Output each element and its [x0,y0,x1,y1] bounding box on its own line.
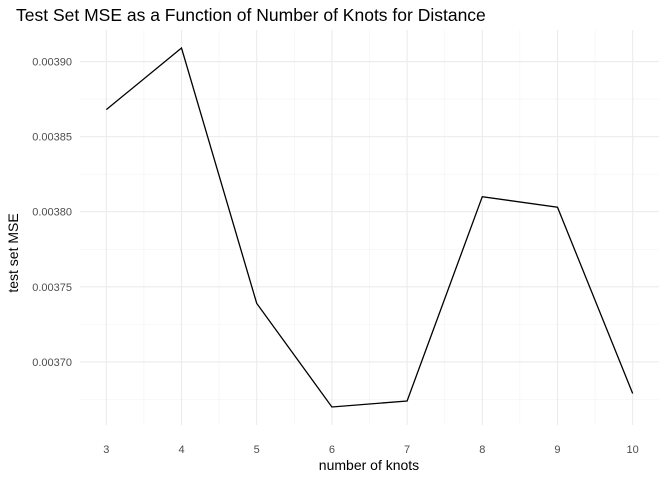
chart-title: Test Set MSE as a Function of Number of … [16,5,486,25]
x-tick-label: 7 [404,444,410,456]
x-tick-label: 4 [178,444,184,456]
x-tick-label: 9 [554,444,560,456]
y-tick-label: 0.00380 [32,207,72,219]
x-tick-label: 6 [329,444,335,456]
x-axis-tick-labels: 3 4 5 6 7 8 9 10 [103,444,639,456]
y-tick-label: 0.00370 [32,357,72,369]
y-tick-label: 0.00385 [32,132,72,144]
y-tick-label: 0.00375 [32,282,72,294]
x-tick-label: 10 [627,444,639,456]
grid [80,30,659,425]
x-tick-label: 8 [479,444,485,456]
x-tick-label: 3 [103,444,109,456]
y-axis-title: test set MSE [5,213,21,292]
series-line [105,46,634,408]
x-axis-title: number of knots [319,457,419,473]
data-points [106,48,633,407]
y-axis-tick-labels: 0.00370 0.00375 0.00380 0.00385 0.00390 [32,57,72,369]
y-tick-label: 0.00390 [32,57,72,69]
x-tick-label: 5 [254,444,260,456]
